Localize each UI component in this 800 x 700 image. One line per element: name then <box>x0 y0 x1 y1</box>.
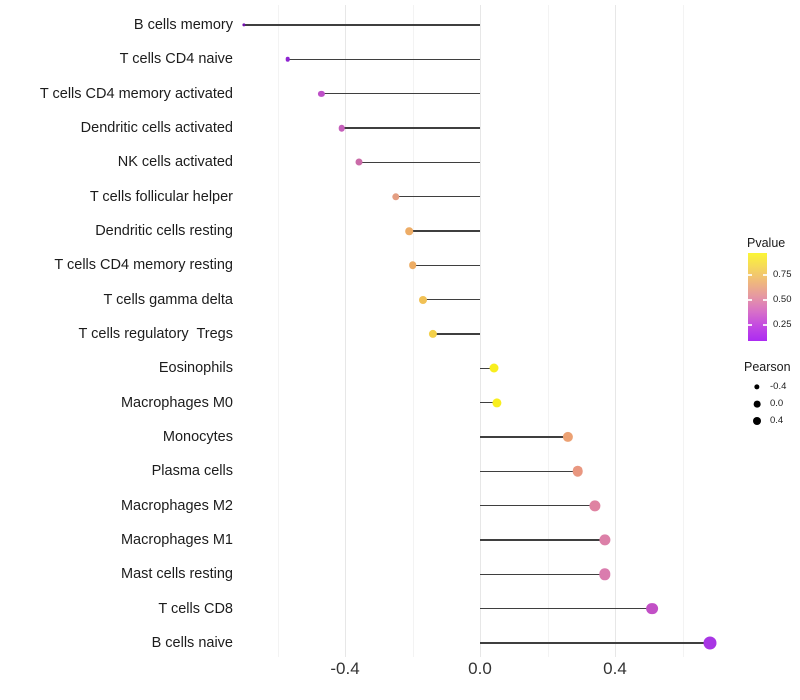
y-axis-label: Plasma cells <box>151 463 233 480</box>
x-tick-label: 0.4 <box>603 659 627 678</box>
lollipop-dot <box>405 227 413 235</box>
y-axis-label: Dendritic cells resting <box>95 222 233 239</box>
minor-gridline <box>682 5 684 657</box>
lollipop-dot <box>285 57 290 62</box>
pearson-legend-title: Pearson <box>744 360 791 374</box>
lollipop-dot <box>318 90 325 97</box>
lollipop-stem <box>480 573 605 576</box>
y-axis-label: T cells CD4 naive <box>119 51 233 68</box>
y-axis-label: B cells memory <box>133 17 233 33</box>
x-tick-label: 0.0 <box>468 659 492 678</box>
lollipop-stem <box>480 401 497 404</box>
colorbar-tick <box>763 299 767 301</box>
y-axis-label: T cells gamma delta <box>103 291 233 308</box>
lollipop-dot <box>572 466 584 477</box>
y-axis-label: T cells regulatory Tregs <box>78 325 233 342</box>
lollipop-stem <box>480 539 605 541</box>
major-gridline <box>480 5 481 657</box>
lollipop-dot <box>646 602 659 615</box>
lollipop-stem <box>480 607 653 610</box>
colorbar-tick <box>748 299 752 301</box>
lollipop-stem <box>395 195 480 198</box>
lollipop-dot <box>703 636 716 650</box>
lollipop-dot <box>428 329 437 339</box>
lollipop-dot <box>599 534 611 546</box>
lollipop-dot <box>338 124 345 132</box>
lollipop-dot <box>418 295 427 304</box>
lollipop-dot <box>355 158 362 166</box>
lollipop-stem <box>480 367 494 370</box>
major-gridline <box>615 5 616 657</box>
pvalue-colorbar <box>748 253 767 341</box>
lollipop-dot <box>242 23 246 27</box>
lollipop-stem <box>480 470 578 473</box>
lollipop-stem <box>321 92 480 95</box>
y-axis-label: Mast cells resting <box>120 566 233 583</box>
lollipop-dot <box>391 192 400 201</box>
y-axis-label: Dendritic cells activated <box>80 119 233 136</box>
lollipop-stem <box>432 333 480 335</box>
y-axis-label: Macrophages M2 <box>120 497 233 514</box>
colorbar-tick <box>748 324 752 326</box>
pvalue-legend-title: Pvalue <box>747 236 786 250</box>
lollipop-stem <box>287 58 480 61</box>
lollipop-stem <box>341 127 480 129</box>
pvalue-tick-label: 0.50 <box>773 294 792 305</box>
colorbar-tick <box>763 274 767 276</box>
lollipop-stem <box>480 504 595 507</box>
lollipop-dot <box>589 500 601 512</box>
minor-gridline <box>277 5 279 657</box>
colorbar-tick <box>748 274 752 276</box>
colorbar-tick <box>763 324 767 326</box>
lollipop-stem <box>422 298 480 301</box>
lollipop-stem <box>412 264 480 267</box>
lollipop-dot <box>408 261 417 270</box>
lollipop-stem <box>409 230 480 232</box>
y-axis-label: NK cells activated <box>117 154 233 171</box>
pvalue-tick-label: 0.75 <box>773 269 792 280</box>
lollipop-stem <box>243 24 480 26</box>
lollipop-stem <box>480 436 568 438</box>
lollipop-stem <box>358 161 480 164</box>
lollipop-dot <box>489 363 498 373</box>
pvalue-tick-label: 0.25 <box>773 319 792 330</box>
minor-gridline <box>412 5 414 657</box>
y-axis-label: Macrophages M1 <box>120 531 233 548</box>
lollipop-dot <box>562 431 573 443</box>
major-gridline <box>345 5 346 657</box>
lollipop-dot <box>492 398 502 408</box>
y-axis-label: T cells CD4 memory activated <box>39 85 233 102</box>
lollipop-stem <box>480 642 710 644</box>
y-axis-label: T cells follicular helper <box>89 188 233 205</box>
minor-gridline <box>547 5 549 657</box>
y-axis-label: B cells naive <box>151 634 233 651</box>
y-axis-label: T cells CD4 memory resting <box>54 257 233 274</box>
y-axis-label: Eosinophils <box>158 360 233 377</box>
y-axis-label: T cells CD8 <box>158 600 233 617</box>
x-tick-label: -0.4 <box>330 659 360 678</box>
y-axis-label: Monocytes <box>162 428 233 445</box>
y-axis-label: Macrophages M0 <box>120 394 233 411</box>
lollipop-dot <box>599 568 611 581</box>
